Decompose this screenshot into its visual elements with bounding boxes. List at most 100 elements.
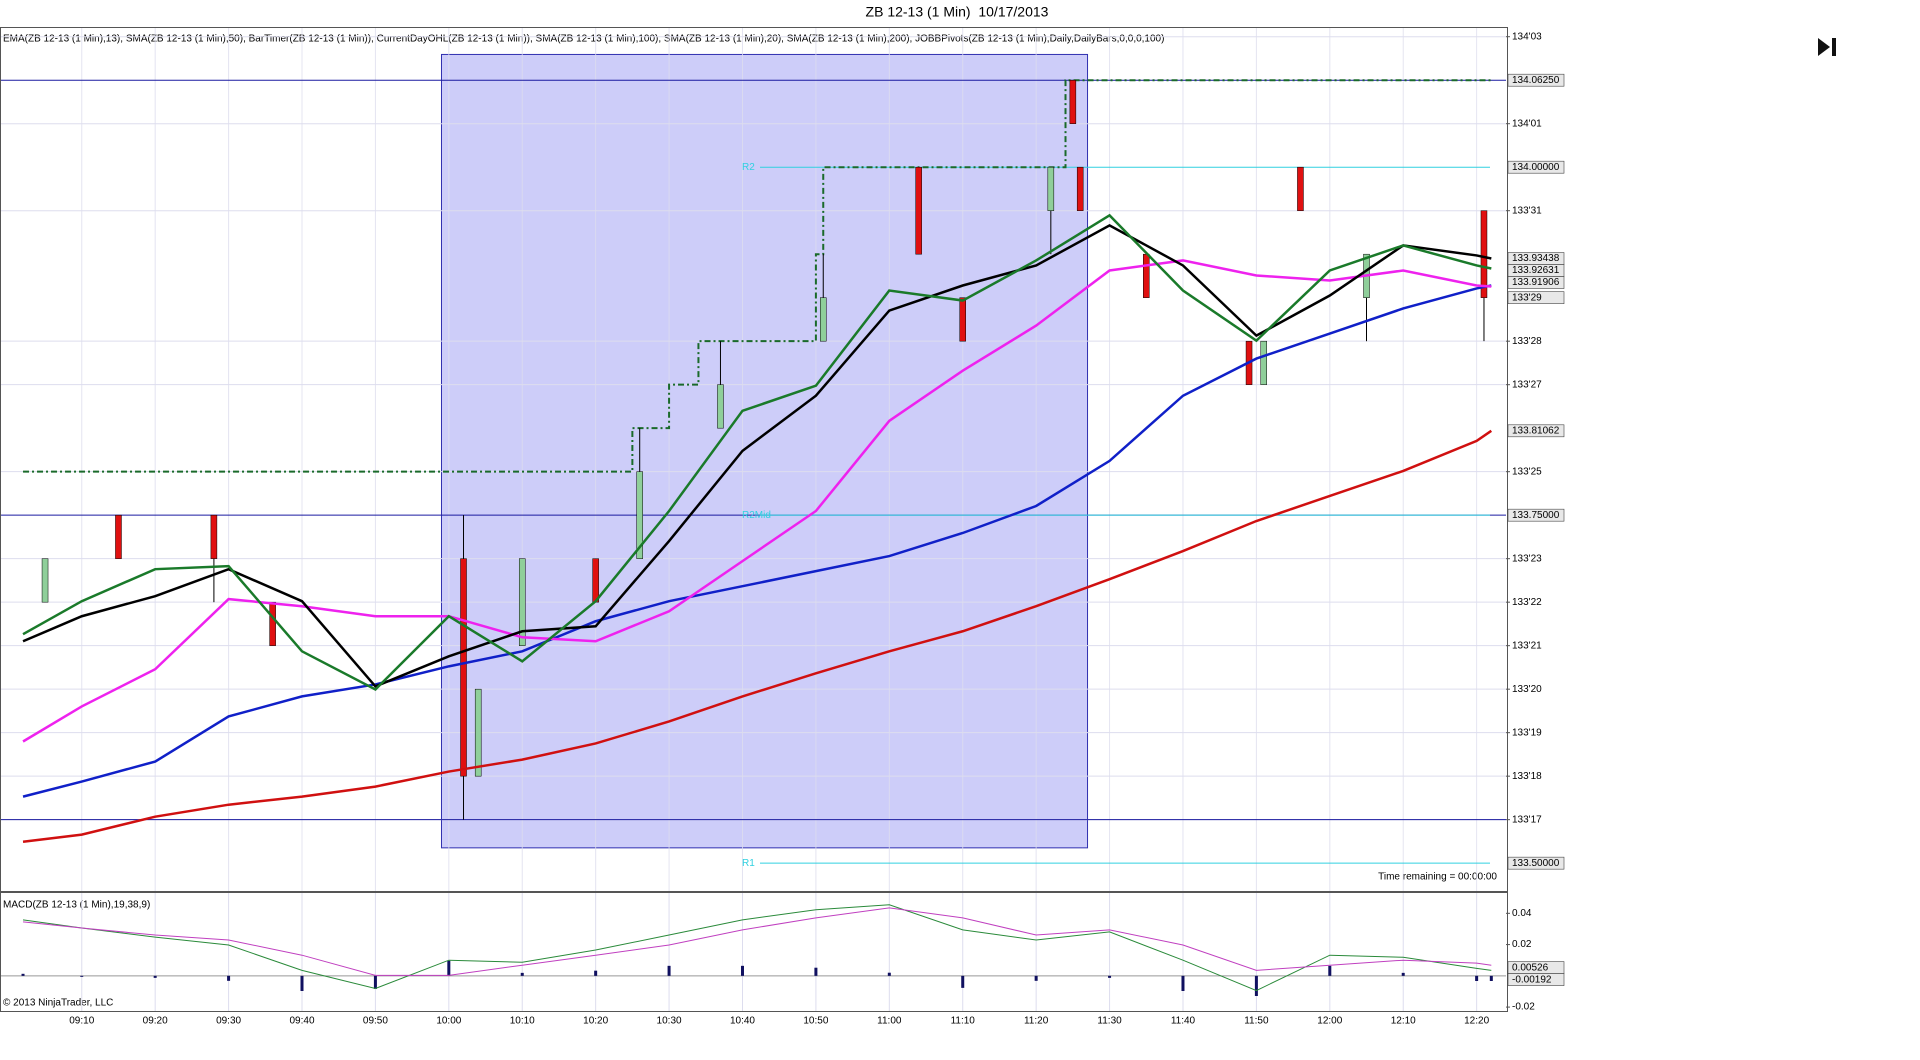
price-marker-box — [1507, 276, 1565, 289]
histogram-bar — [1108, 975, 1112, 978]
y-tick-label: -0.02 — [1512, 1002, 1535, 1013]
price-marker-label: 133.92631 — [1512, 265, 1560, 276]
x-tick-label: 10:30 — [657, 1016, 682, 1027]
candle-body — [717, 384, 724, 429]
pivot-label: R1 — [742, 858, 755, 869]
y-tick-label: 0.04 — [1512, 908, 1532, 919]
price-marker-label: 133.50000 — [1512, 858, 1560, 869]
price-marker-box — [1507, 291, 1565, 304]
indicator-line — [22, 259, 1492, 743]
price-marker-label: 133'29 — [1512, 292, 1542, 303]
y-tick-label: 133'21 — [1512, 640, 1542, 651]
candle-body — [592, 558, 599, 603]
histogram-bar — [594, 970, 598, 976]
price-marker-box — [1507, 160, 1565, 174]
price-marker-label: 133.91906 — [1512, 277, 1560, 288]
y-tick-label: 133'18 — [1512, 771, 1542, 782]
histogram-bar — [300, 975, 304, 991]
x-tick-label: 12:20 — [1464, 1016, 1489, 1027]
histogram-bar — [80, 975, 84, 977]
y-tick-label: 133'20 — [1512, 684, 1542, 695]
price-marker-box — [1507, 856, 1565, 870]
histogram-bar — [153, 975, 157, 978]
x-tick-label: 09:20 — [143, 1016, 168, 1027]
histogram-bar — [667, 965, 671, 976]
histogram-bar — [21, 973, 25, 976]
x-tick-label: 10:50 — [803, 1016, 828, 1027]
candle-body — [819, 297, 827, 342]
histogram-bar — [447, 960, 451, 976]
indicator-list: EMA(ZB 12-13 (1 Min),13), SMA(ZB 12-13 (… — [3, 34, 1164, 45]
candle-body — [636, 471, 643, 559]
indicator-line — [22, 284, 1492, 798]
candle-body — [1297, 166, 1304, 211]
x-tick-label: 10:40 — [730, 1016, 755, 1027]
candle-body — [115, 514, 122, 559]
indicator-line — [22, 223, 1492, 688]
histogram-bar — [1034, 975, 1038, 981]
x-tick-label: 11:20 — [1024, 1016, 1049, 1027]
candle-body — [1047, 166, 1055, 211]
price-marker-label: 134.00000 — [1512, 162, 1560, 173]
x-tick-label: 09:10 — [69, 1016, 94, 1027]
macd-title: MACD(ZB 12-13 (1 Min),19,38,9) — [3, 900, 150, 911]
candle-body — [210, 514, 218, 559]
candle-body — [1480, 210, 1488, 298]
histogram-bar — [1475, 975, 1479, 981]
x-tick-label: 11:30 — [1097, 1016, 1122, 1027]
histogram-bar — [1181, 975, 1185, 991]
price-marker-label: 133.75000 — [1512, 510, 1560, 521]
plot-layer: R2 R2Mid R1 — [1, 28, 1506, 1011]
pivot-label: R2Mid — [742, 510, 771, 521]
y-tick-label: 133'28 — [1512, 336, 1542, 347]
y-tick-label: 133'17 — [1512, 814, 1542, 825]
price-marker-box — [1507, 73, 1565, 87]
pivot-label: R2 — [742, 162, 755, 173]
candle-body — [474, 688, 482, 777]
y-tick-label: 134'01 — [1512, 118, 1542, 129]
histogram-bar — [1489, 975, 1493, 981]
x-tick-label: 10:10 — [510, 1016, 535, 1027]
price-marker-box — [1507, 973, 1565, 986]
candle-body — [518, 558, 526, 646]
time-remaining: Time remaining = 00:00:00 — [1378, 872, 1497, 883]
y-tick-label: 133'22 — [1512, 597, 1542, 608]
day-high-line — [23, 79, 1492, 473]
histogram-bar — [961, 975, 965, 988]
x-tick-label: 11:50 — [1244, 1016, 1269, 1027]
macd-panel — [0, 892, 1508, 1012]
candle-body — [269, 601, 276, 646]
y-tick-label: 0.02 — [1512, 939, 1532, 950]
x-tick-label: 11:10 — [951, 1016, 976, 1027]
candle-body — [1076, 166, 1084, 211]
price-marker-label: 133.81062 — [1512, 425, 1560, 436]
indicator-line — [22, 907, 1492, 976]
candle-body — [915, 166, 922, 255]
indicator-line — [22, 429, 1493, 843]
y-tick-label: 133'19 — [1512, 727, 1542, 738]
chart-title: ZB 12-13 (1 Min) 10/17/2013 — [866, 4, 1049, 20]
candle-body — [460, 558, 467, 777]
price-marker-label: 134.06250 — [1512, 75, 1560, 86]
histogram-bar — [1328, 965, 1332, 976]
candle-body — [1260, 340, 1267, 385]
histogram-bar — [227, 975, 231, 981]
histogram-bar — [373, 975, 377, 989]
price-marker-label: 0.00526 — [1512, 962, 1549, 973]
x-tick-label: 09:40 — [289, 1016, 314, 1027]
histogram-bar — [887, 972, 891, 976]
play-button[interactable] — [1818, 38, 1836, 56]
histogram-bar — [1401, 972, 1405, 976]
y-tick-label: 133'27 — [1512, 379, 1542, 390]
x-tick-label: 12:00 — [1317, 1016, 1342, 1027]
x-tick-label: 09:50 — [363, 1016, 388, 1027]
histogram-bar — [814, 967, 818, 976]
price-marker-box — [1507, 424, 1565, 438]
x-tick-label: 11:00 — [877, 1016, 902, 1027]
histogram-bar — [1254, 975, 1258, 996]
candle-body — [1069, 79, 1077, 124]
y-tick-label: 133'23 — [1512, 553, 1542, 564]
candle-body — [1143, 253, 1150, 298]
